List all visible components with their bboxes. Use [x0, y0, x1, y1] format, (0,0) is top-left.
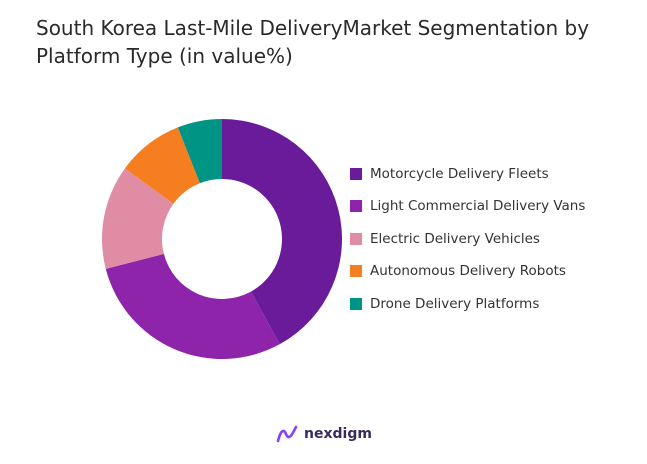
legend-swatch: [350, 232, 362, 245]
legend-label: Electric Delivery Vehicles: [370, 230, 540, 247]
chart-title: South Korea Last-Mile DeliveryMarket Seg…: [36, 14, 616, 70]
legend-swatch: [350, 297, 362, 310]
brand-name: nexdigm: [304, 426, 372, 442]
legend-item: Light Commercial Delivery Vans: [350, 195, 585, 218]
chart-title-line-1: South Korea Last-Mile DeliveryMarket Seg…: [36, 16, 590, 40]
legend-label: Drone Delivery Platforms: [370, 295, 540, 312]
legend-item: Drone Delivery Platforms: [350, 292, 585, 315]
legend-swatch: [350, 200, 362, 212]
legend-label: Light Commercial Delivery Vans: [370, 198, 586, 214]
legend-label: Autonomous Delivery Robots: [370, 263, 566, 279]
donut-slice-drone-delivery-platforms: [177, 119, 222, 184]
legend-swatch: [350, 265, 362, 277]
legend-item: Electric Delivery Vehicles: [350, 227, 585, 250]
donut-slice-light-commercial-delivery-vans: [105, 253, 280, 360]
chart-title-line-2: Platform Type (in value%): [36, 44, 293, 68]
donut-slice-motorcycle-delivery-fleets: [222, 119, 343, 345]
donut-slice-electric-delivery-vehicles: [102, 168, 174, 269]
nexdigm-logo-icon: [276, 425, 298, 443]
chart-legend: Motorcycle Delivery Fleets Light Commerci…: [350, 162, 585, 325]
legend-swatch: [350, 167, 362, 180]
legend-item: Autonomous Delivery Robots: [350, 260, 585, 283]
brand-logo: nexdigm: [276, 424, 372, 444]
legend-label: Motorcycle Delivery Fleets: [370, 165, 549, 182]
legend-item: Motorcycle Delivery Fleets: [350, 162, 585, 185]
donut-slice-autonomous-delivery-robots: [124, 127, 200, 204]
